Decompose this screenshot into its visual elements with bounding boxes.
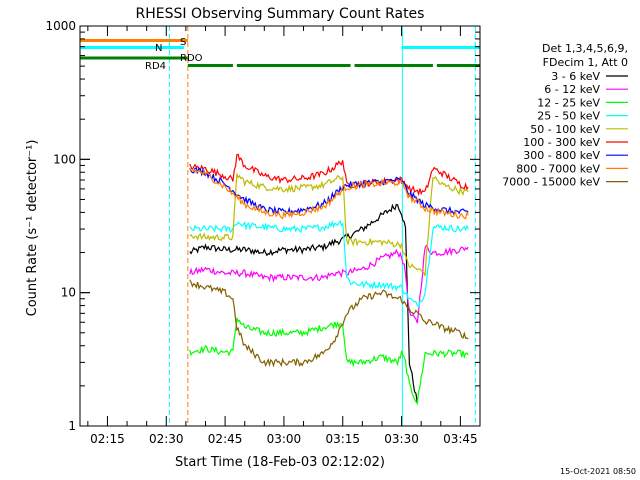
x-tick-label: 03:30	[384, 432, 419, 446]
state-bars	[80, 39, 480, 67]
legend-entry-label: 800 - 7000 keV	[516, 162, 600, 175]
x-axis-label: Start Time (18-Feb-03 02:12:02)	[175, 455, 385, 470]
annotation-n: N	[155, 43, 162, 54]
series-lines	[189, 153, 469, 405]
y-tick-label: 100	[53, 152, 76, 166]
legend-entry-label: 7000 - 15000 keV	[502, 176, 600, 189]
x-tick-label: 02:15	[90, 432, 125, 446]
x-axis-ticks: 02:15 02:30 02:45 03:00 03:15 03:30 03:45	[87, 26, 481, 446]
x-tick-label: 02:30	[149, 432, 184, 446]
legend-header-line-2: FDecim 1, Att 0	[543, 56, 628, 69]
plot-border	[79, 25, 481, 427]
x-tick-label: 03:45	[443, 432, 478, 446]
y-tick-label: 1000	[45, 19, 76, 33]
x-tick-label: 03:15	[325, 432, 360, 446]
series-line-1	[189, 244, 469, 324]
series-line-3	[189, 219, 469, 308]
legend-entry-label: 12 - 25 keV	[537, 96, 600, 109]
annotation-s: S	[180, 37, 186, 48]
y-axis-label-text: Count Rate (s⁻¹ detector⁻¹)	[25, 140, 40, 317]
legend-entry-label: 50 - 100 keV	[530, 123, 600, 136]
y-tick-label: 10	[61, 286, 76, 300]
y-axis-ticks: 1 10 100 1000	[45, 19, 480, 433]
legend-header-line-1: Det 1,3,4,5,6,9,	[542, 42, 628, 55]
annotation-rdo: RDO	[180, 53, 203, 64]
annotation-rd4: RD4	[145, 61, 166, 72]
legend-entry-label: 25 - 50 keV	[537, 110, 600, 123]
series-line-2	[189, 317, 469, 405]
vertical-markers	[79, 26, 476, 426]
series-line-5	[189, 153, 469, 197]
chart-title: RHESSI Observing Summary Count Rates	[136, 6, 425, 22]
legend-entry-label: 300 - 800 keV	[523, 149, 600, 162]
series-line-6	[189, 167, 469, 216]
legend-entry-label: 100 - 300 keV	[523, 136, 600, 149]
x-tick-label: 02:45	[208, 432, 243, 446]
legend-entry-label: 3 - 6 keV	[551, 70, 600, 83]
y-tick-label: 1	[68, 419, 76, 433]
series-line-8	[189, 279, 469, 368]
legend: Det 1,3,4,5,6,9, FDecim 1, Att 0 3 - 6 k…	[502, 42, 628, 189]
plot-frame	[79, 25, 481, 427]
legend-entry-label: 6 - 12 keV	[544, 83, 600, 96]
series-line-0	[189, 203, 418, 403]
y-axis-label: Count Rate (s⁻¹ detector⁻¹)	[25, 140, 40, 317]
series-line-7	[189, 168, 469, 220]
x-tick-label: 03:00	[267, 432, 302, 446]
series-line-4	[189, 173, 469, 277]
footer-timestamp: 15-Oct-2021 08:50	[560, 467, 636, 476]
